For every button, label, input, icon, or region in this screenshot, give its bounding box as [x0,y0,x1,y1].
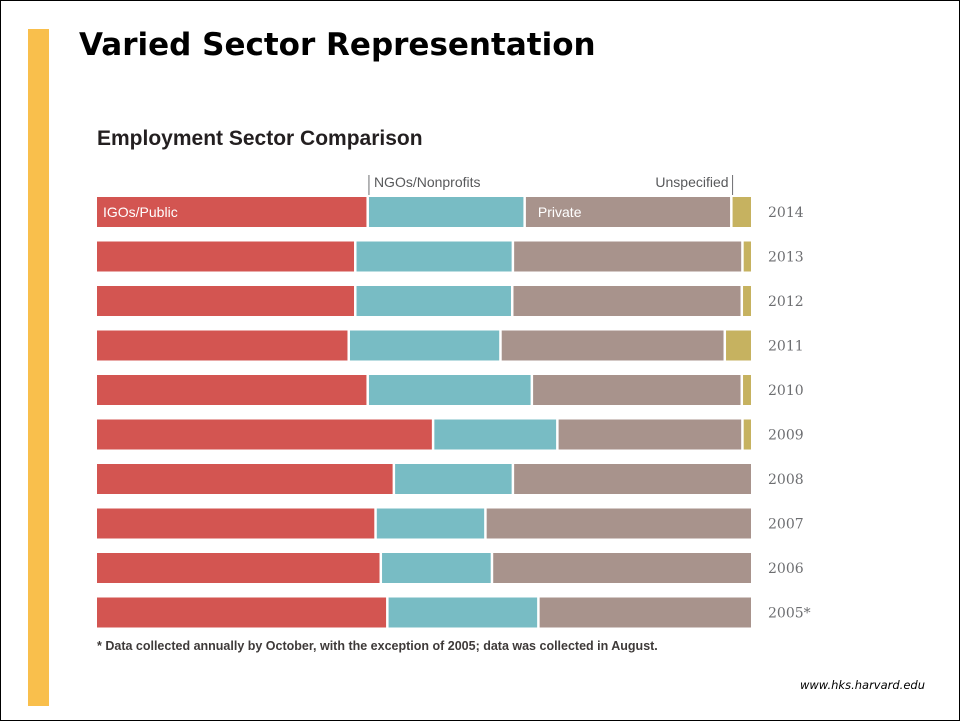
bar-segment-ngos-nonprofits-2014 [368,197,524,227]
bar-segment-unspecified-2010 [743,375,751,405]
bar-segment-private-2010 [533,375,741,405]
bar-segment-unspecified-2009 [743,419,751,450]
year-label-2012: 2012 [768,294,804,310]
year-label-2010: 2010 [768,383,804,399]
footnote: * Data collected annually by October, wi… [97,639,658,653]
bar-segment-private-2013 [514,241,742,272]
series-label-igos-public: IGOs/Public [103,204,178,220]
year-label-2011: 2011 [768,339,804,355]
bar-segment-unspecified-2011 [726,330,751,361]
bar-segment-igos-public-2007 [97,508,375,539]
bar-segment-private-2006 [493,553,751,583]
bar-segment-igos-public-2005 [97,597,387,628]
bar-segment-ngos-nonprofits-2007 [376,508,485,539]
bar-segment-private-2009 [558,419,742,450]
series-label-ngos-nonprofits: NGOs/Nonprofits [374,174,481,190]
bar-segment-private-2012 [513,286,741,316]
slide-title: Varied Sector Representation [79,27,596,63]
bar-segment-ngos-nonprofits-2008 [395,464,512,494]
bar-segment-ngos-nonprofits-2011 [349,330,500,361]
year-label-2005: 2005* [768,606,811,622]
bar-segment-igos-public-2006 [97,553,380,583]
bar-segment-igos-public-2009 [97,419,432,450]
bar-segment-unspecified-2012 [743,286,751,316]
series-label-private: Private [538,204,582,220]
year-label-2013: 2013 [768,250,804,266]
bar-segment-private-2008 [514,464,751,494]
year-label-2006: 2006 [768,561,804,577]
year-label-2014: 2014 [768,205,804,221]
bar-segment-private-2005 [539,597,751,628]
bar-segment-unspecified-2013 [743,241,751,272]
bar-segment-igos-public-2014 [97,197,367,227]
bar-segment-igos-public-2012 [97,286,355,316]
bar-segment-ngos-nonprofits-2009 [434,419,557,450]
year-label-2007: 2007 [768,517,804,533]
year-label-2009: 2009 [768,428,804,444]
year-label-2008: 2008 [768,472,804,488]
series-label-unspecified: Unspecified [655,174,728,190]
bar-segment-igos-public-2013 [97,241,355,272]
labels-layer: 2014 2013 2012 2011 2010 2009 2008 2007 2006 2005… [103,174,811,622]
bar-segment-ngos-nonprofits-2012 [356,286,511,316]
bars-layer [97,197,751,628]
bar-segment-igos-public-2008 [97,464,393,494]
accent-bar [28,29,49,706]
bar-segment-igos-public-2011 [97,330,348,361]
bar-segment-igos-public-2010 [97,375,367,405]
source-url: www.hks.harvard.edu [800,678,925,692]
chart-title: Employment Sector Comparison [97,127,423,150]
bar-segment-private-2011 [501,330,724,361]
bar-segment-ngos-nonprofits-2006 [382,553,491,583]
bar-segment-ngos-nonprofits-2010 [368,375,531,405]
bar-segment-unspecified-2014 [732,197,751,227]
bar-segment-ngos-nonprofits-2013 [356,241,512,272]
bar-segment-ngos-nonprofits-2005 [388,597,538,628]
bar-segment-private-2014 [525,197,731,227]
bar-segment-private-2007 [486,508,751,539]
